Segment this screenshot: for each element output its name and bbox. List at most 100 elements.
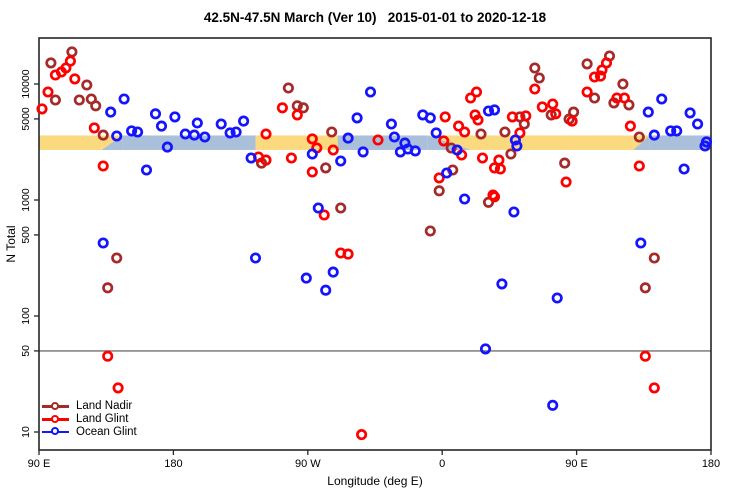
- x-axis-label: Longitude (deg E): [327, 474, 423, 488]
- y-tick-label: 100: [20, 307, 32, 325]
- data-point: [536, 101, 548, 113]
- x-tick-label: 0: [439, 458, 445, 470]
- data-point: [678, 163, 690, 175]
- data-point: [230, 126, 242, 138]
- data-point: [260, 154, 272, 166]
- data-point: [617, 78, 629, 90]
- data-point: [588, 92, 601, 104]
- x-tick-label: 180: [702, 458, 720, 470]
- data-point: [424, 225, 436, 237]
- data-point: [282, 82, 294, 94]
- data-point: [327, 144, 339, 156]
- data-point: [36, 103, 48, 115]
- legend-item-land-nadir: Land Nadir: [42, 400, 137, 413]
- data-point: [161, 141, 173, 153]
- data-point: [306, 166, 318, 178]
- legend: Land Nadir Land Glint Ocean Glint: [42, 400, 137, 438]
- data-point: [665, 125, 677, 137]
- data-point: [69, 73, 81, 85]
- data-point: [494, 163, 506, 175]
- data-point: [306, 133, 318, 145]
- data-point: [364, 86, 377, 98]
- data-point: [547, 399, 559, 411]
- data-point: [482, 105, 495, 117]
- data-point: [49, 69, 61, 81]
- chart-title: 42.5N-47.5N March (Ver 10) 2015-01-01 to…: [203, 10, 547, 25]
- series-land-glint: [36, 55, 660, 441]
- land-ocean-band-segment: [633, 135, 650, 150]
- data-point: [351, 112, 363, 124]
- data-point: [140, 164, 153, 176]
- land-ocean-band-segment: [39, 135, 102, 150]
- data-point: [700, 136, 713, 148]
- data-point: [42, 86, 54, 98]
- data-point: [639, 350, 651, 362]
- data-point: [155, 120, 168, 132]
- data-point: [102, 282, 114, 294]
- x-tick-label: 180: [164, 458, 182, 470]
- data-point: [529, 62, 541, 74]
- data-point: [327, 266, 339, 278]
- data-point: [90, 100, 102, 112]
- land-nadir-marker-icon: [42, 401, 69, 411]
- data-point: [635, 237, 647, 249]
- data-point: [560, 176, 572, 188]
- data-point: [126, 125, 138, 137]
- data-point: [97, 237, 109, 249]
- data-point: [475, 128, 487, 140]
- data-point: [132, 126, 144, 138]
- data-point: [215, 118, 227, 130]
- data-point: [335, 155, 347, 167]
- data-point: [529, 83, 541, 95]
- data-point: [581, 86, 593, 98]
- data-point: [199, 131, 211, 143]
- data-point: [191, 117, 203, 129]
- data-point: [81, 79, 93, 91]
- data-point: [388, 131, 400, 143]
- data-point: [433, 185, 445, 197]
- data-point: [496, 278, 508, 290]
- data-point: [624, 120, 636, 132]
- data-point: [238, 115, 250, 127]
- data-point: [551, 292, 563, 304]
- data-point: [639, 282, 651, 294]
- x-tick-label: 90 E: [28, 458, 51, 470]
- data-point: [453, 120, 465, 132]
- data-point: [566, 115, 578, 127]
- land-glint-marker-icon: [42, 414, 69, 424]
- data-point: [547, 98, 559, 110]
- x-tick-label: 90 E: [565, 458, 588, 470]
- y-tick-label: 10000: [20, 69, 32, 98]
- data-point: [285, 152, 297, 164]
- data-point: [488, 162, 501, 174]
- data-point: [559, 157, 571, 169]
- data-point: [465, 92, 477, 104]
- land-ocean-band-segment: [470, 135, 634, 150]
- data-point: [169, 111, 181, 123]
- data-point: [111, 252, 123, 264]
- data-point: [385, 118, 397, 130]
- data-point: [642, 106, 654, 118]
- data-point: [318, 209, 330, 221]
- data-point: [260, 128, 272, 140]
- data-point: [430, 127, 442, 139]
- data-point: [118, 93, 130, 105]
- legend-label: Land Nadir: [76, 400, 133, 412]
- data-point: [470, 86, 483, 98]
- data-point: [306, 148, 318, 160]
- data-point: [326, 126, 338, 138]
- series-ocean-glint: [97, 86, 713, 411]
- data-point: [550, 108, 562, 120]
- data-point: [476, 152, 489, 164]
- data-point: [372, 134, 384, 146]
- data-point: [342, 248, 354, 260]
- data-point: [149, 108, 162, 120]
- data-point: [633, 160, 645, 172]
- data-point: [297, 102, 309, 114]
- data-point: [441, 167, 453, 179]
- data-point: [49, 94, 61, 106]
- data-point: [102, 350, 114, 362]
- data-point: [581, 58, 593, 70]
- y-axis-label: N Total: [4, 225, 18, 263]
